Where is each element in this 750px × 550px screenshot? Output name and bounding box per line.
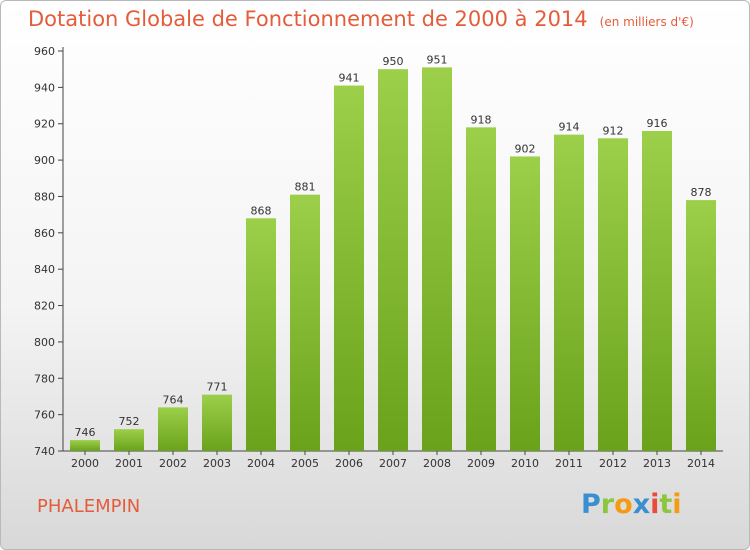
logo-letter: x [632, 489, 651, 520]
x-tick-label: 2002 [159, 457, 187, 470]
logo-letter: i [672, 489, 682, 520]
x-tick-label: 2001 [115, 457, 143, 470]
logo-letter: i [650, 489, 660, 520]
x-tick-label: 2010 [511, 457, 539, 470]
data-label: 912 [603, 124, 624, 137]
x-tick-label: 2003 [203, 457, 231, 470]
bar [290, 194, 320, 452]
x-tick-label: 2009 [467, 457, 495, 470]
bar [114, 429, 144, 451]
logo-letter: t [659, 489, 673, 520]
data-label: 914 [559, 121, 580, 134]
y-tick-label: 780 [34, 372, 55, 385]
y-tick-label: 760 [34, 409, 55, 422]
bar [246, 218, 276, 451]
bar [70, 440, 100, 451]
bar [554, 134, 584, 452]
y-tick-label: 840 [34, 263, 55, 276]
bar [466, 127, 496, 451]
x-tick-label: 2000 [71, 457, 99, 470]
data-label: 771 [207, 381, 228, 394]
y-tick-label: 740 [34, 445, 55, 458]
x-tick-label: 2013 [643, 457, 671, 470]
x-tick-label: 2011 [555, 457, 583, 470]
bar [598, 138, 628, 452]
x-tick-label: 2006 [335, 457, 363, 470]
data-label: 950 [383, 55, 404, 68]
bar [422, 67, 452, 451]
x-tick-label: 2007 [379, 457, 407, 470]
data-label: 916 [647, 117, 668, 130]
logo-letter: o [614, 489, 633, 520]
y-tick-label: 880 [34, 190, 55, 203]
chart-title-text: Dotation Globale de Fonctionnement de 20… [28, 7, 588, 31]
proxiti-logo: Proxiti [581, 489, 682, 520]
logo-letter: P [581, 489, 601, 520]
chart-unit: (en milliers d'€) [599, 15, 694, 29]
commune-name: PHALEMPIN [37, 496, 141, 517]
bar [202, 394, 232, 451]
y-tick-label: 920 [34, 118, 55, 131]
bar [378, 69, 408, 451]
bar [642, 131, 672, 451]
x-tick-label: 2014 [687, 457, 715, 470]
y-tick-label: 820 [34, 300, 55, 313]
bar [334, 85, 364, 451]
y-tick-label: 860 [34, 227, 55, 240]
data-label: 881 [295, 181, 316, 194]
x-tick-label: 2008 [423, 457, 451, 470]
data-label: 868 [251, 204, 272, 217]
bar [158, 407, 188, 451]
logo-letter: r [600, 489, 615, 520]
x-tick-label: 2005 [291, 457, 319, 470]
y-tick-label: 960 [34, 45, 55, 58]
y-tick-label: 900 [34, 154, 55, 167]
data-label: 878 [691, 186, 712, 199]
data-label: 902 [515, 142, 536, 155]
x-tick-label: 2012 [599, 457, 627, 470]
x-tick-label: 2004 [247, 457, 275, 470]
y-tick-label: 800 [34, 336, 55, 349]
data-label: 951 [427, 53, 448, 66]
bar [510, 156, 540, 452]
chart-title: Dotation Globale de Fonctionnement de 20… [28, 7, 694, 31]
data-label: 918 [471, 113, 492, 126]
data-label: 764 [163, 393, 184, 406]
bar [686, 200, 716, 451]
data-label: 746 [75, 426, 96, 439]
data-label: 752 [119, 415, 140, 428]
y-tick-label: 940 [34, 81, 55, 94]
data-label: 941 [339, 72, 360, 85]
